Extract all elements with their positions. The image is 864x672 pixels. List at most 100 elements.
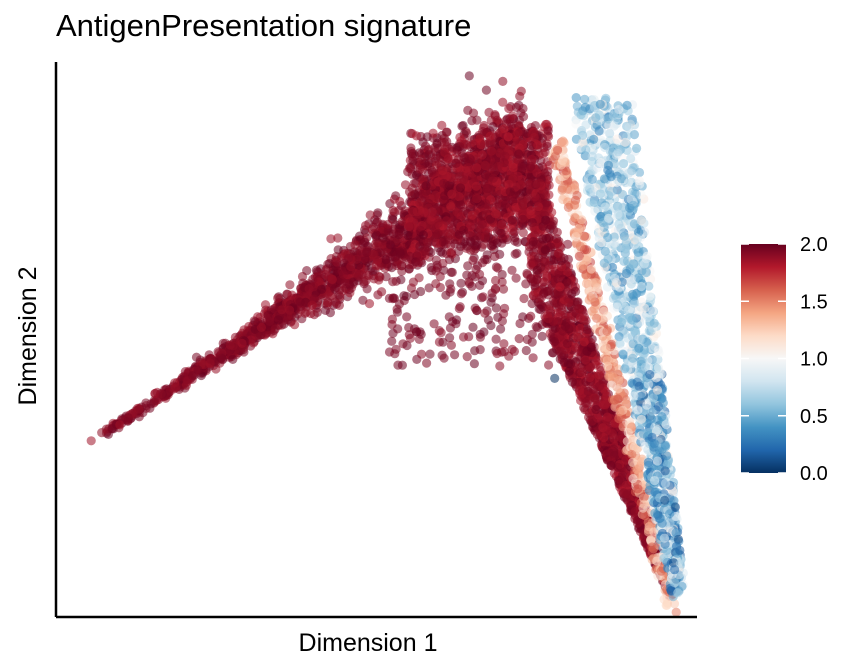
scatter-point: [464, 157, 474, 167]
scatter-point: [537, 331, 547, 341]
scatter-point: [560, 321, 571, 331]
scatter-point: [408, 277, 418, 287]
scatter-point: [579, 337, 589, 347]
scatter-point: [395, 196, 405, 207]
scatter-point: [402, 340, 412, 351]
scatter-point: [557, 137, 567, 147]
scatter-point: [497, 269, 507, 280]
scatter-point: [539, 277, 549, 287]
scatter-point: [477, 150, 487, 160]
scatter-point: [510, 236, 520, 246]
scatter-point: [538, 234, 548, 244]
scatter-point: [472, 194, 482, 204]
scatter-point: [446, 172, 456, 182]
scatter-point: [415, 164, 425, 174]
scatter-point: [372, 230, 382, 240]
scatter-point: [191, 352, 202, 362]
scatter-point: [468, 322, 478, 332]
scatter-point: [134, 404, 144, 414]
scatter-point: [317, 284, 327, 294]
scatter-point: [575, 313, 586, 323]
scatter-point: [482, 183, 492, 194]
scatter-point: [602, 412, 612, 422]
scatter-point: [273, 293, 283, 303]
scatter-point: [455, 183, 466, 193]
scatter-point: [619, 256, 629, 266]
scatter-point: [97, 428, 107, 438]
scatter-point: [416, 154, 426, 164]
scatter-point: [447, 247, 457, 258]
scatter-point: [561, 157, 571, 167]
scatter-point: [162, 390, 172, 400]
scatter-point: [395, 249, 406, 259]
scatter-point: [385, 240, 395, 250]
scatter-point: [333, 245, 343, 255]
scatter-point: [255, 330, 266, 340]
scatter-point: [622, 489, 632, 499]
scatter-point: [478, 127, 488, 137]
scatter-point: [340, 278, 350, 289]
scatter-point: [397, 360, 407, 370]
scatter-point: [587, 416, 597, 426]
scatter-point: [613, 394, 623, 404]
scatter-point: [472, 115, 482, 125]
scatter-point: [141, 398, 151, 408]
scatter-point: [463, 105, 473, 115]
scatter-point: [441, 216, 452, 226]
scatter-point: [411, 327, 422, 337]
scatter-point: [445, 333, 455, 343]
scatter-point: [381, 255, 391, 265]
scatter-point: [445, 229, 456, 239]
scatter-point: [536, 262, 546, 272]
scatter-point: [600, 400, 610, 410]
scatter-point: [591, 356, 601, 366]
scatter-point: [498, 97, 508, 107]
scatter-point: [571, 119, 581, 129]
scatter-point: [320, 305, 331, 315]
scatter-point: [503, 132, 513, 142]
scatter-point: [544, 360, 554, 370]
scatter-point: [571, 286, 581, 296]
scatter-point: [383, 219, 393, 229]
scatter-point: [602, 356, 612, 366]
scatter-point: [475, 269, 485, 279]
scatter-point: [538, 221, 548, 231]
scatter-point: [468, 255, 478, 265]
scatter-point: [539, 287, 549, 298]
scatter-point: [286, 310, 296, 321]
scatter-point: [616, 476, 626, 486]
scatter-point: [269, 304, 279, 314]
scatter-point: [464, 71, 474, 81]
scatter-point: [564, 298, 574, 308]
scatter-point: [590, 393, 600, 403]
scatter-point: [322, 298, 333, 308]
scatter-point: [436, 328, 446, 338]
scatter-point: [540, 245, 551, 255]
scatter-point: [123, 412, 133, 423]
scatter-point: [527, 329, 537, 339]
scatter-point: [552, 227, 562, 237]
scatter-point: [488, 173, 498, 183]
scatter-point: [556, 347, 566, 357]
scatter-point: [528, 237, 538, 247]
scatter-point: [237, 338, 247, 348]
scatter-point: [471, 181, 481, 191]
scatter-point: [475, 329, 485, 339]
scatter-point: [484, 107, 494, 117]
scatter-point: [583, 386, 593, 396]
scatter-point: [492, 238, 502, 248]
scatter-point: [470, 235, 480, 245]
scatter-point: [330, 297, 340, 307]
scatter-point: [404, 163, 415, 173]
scatter-point: [304, 284, 314, 294]
scatter-point: [180, 367, 190, 377]
scatter-point: [206, 354, 216, 364]
scatter-point: [536, 304, 546, 315]
scatter-point: [480, 160, 490, 170]
scatter-point: [528, 353, 538, 363]
scatter-point: [375, 272, 385, 282]
scatter-point: [362, 247, 372, 257]
scatter-point: [218, 355, 228, 365]
scatter-point: [563, 278, 573, 288]
